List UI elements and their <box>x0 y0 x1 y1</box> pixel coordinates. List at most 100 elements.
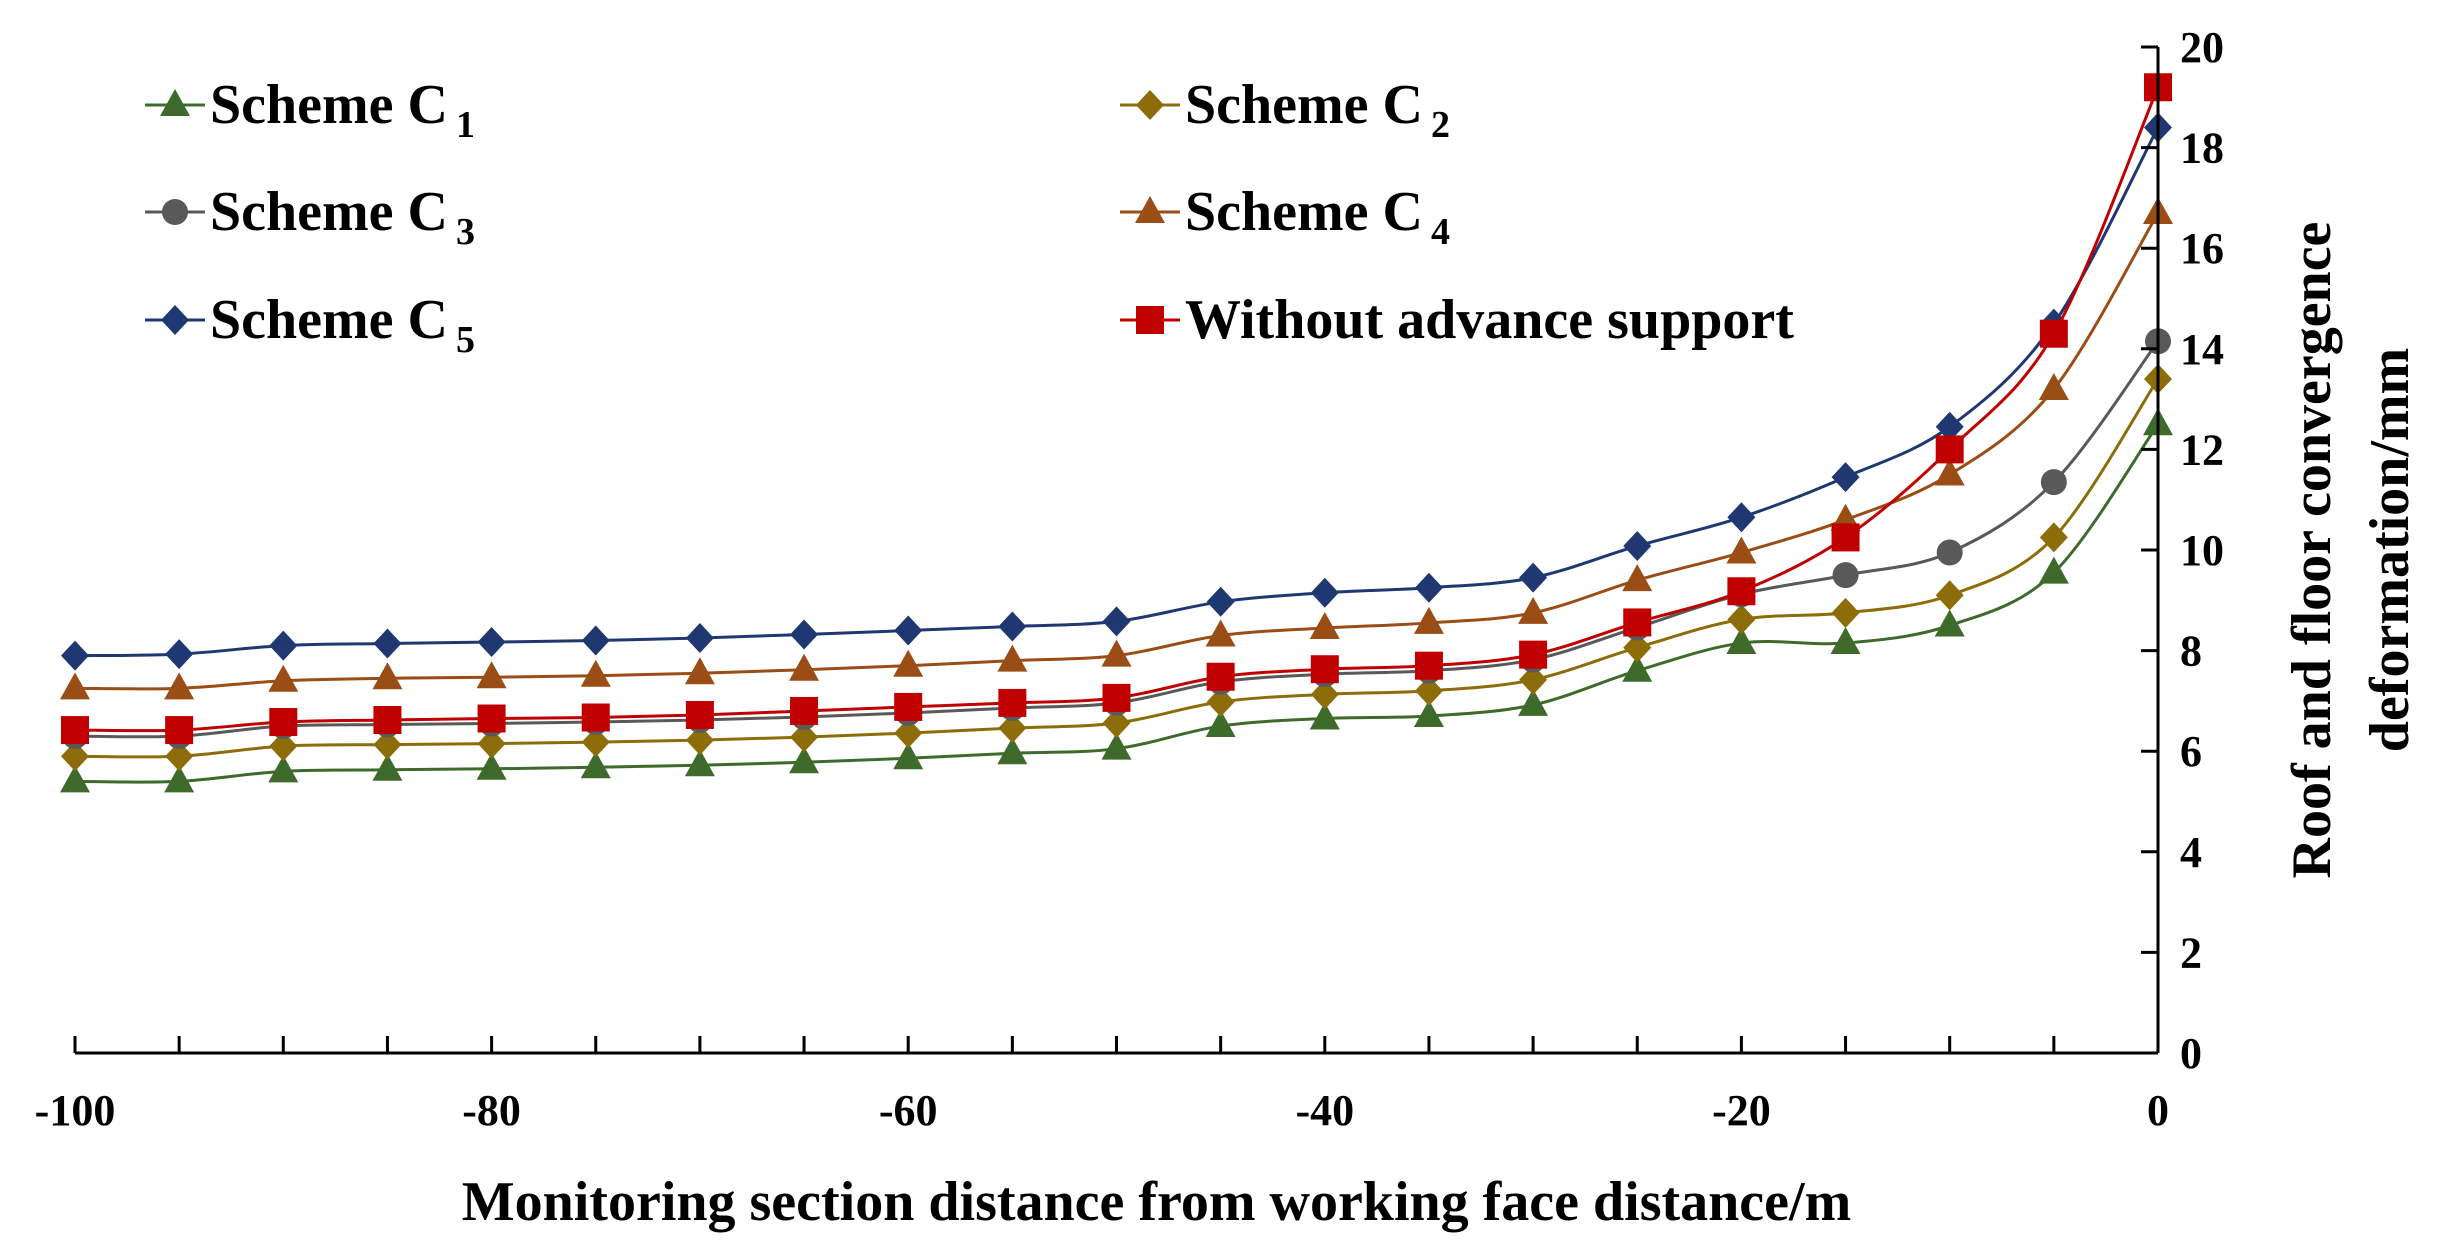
series-4-point-7 <box>684 657 715 685</box>
series-6-point-7 <box>685 700 714 729</box>
legend-marker <box>162 199 188 225</box>
series-4-point-11 <box>1101 639 1132 667</box>
y-tick-label: 18 <box>2180 124 2224 173</box>
legend-marker <box>1136 306 1164 334</box>
series-1-point-13 <box>1309 702 1340 730</box>
series-6-point-4 <box>373 706 402 735</box>
series-4-point-6 <box>580 659 611 687</box>
series-6-point-5 <box>477 704 506 733</box>
series-3-point-20 <box>2040 469 2067 496</box>
y-tick-label: 10 <box>2180 526 2224 575</box>
x-tick-label: -40 <box>1295 1086 1354 1135</box>
series-5-point-10 <box>998 611 1027 642</box>
series-1-point-18 <box>1830 627 1861 655</box>
series-1-point-16 <box>1622 654 1653 682</box>
series-4-point-2 <box>164 672 195 700</box>
legend-item-6: Without advance support <box>1120 289 1794 351</box>
series-6-point-3 <box>269 708 298 737</box>
x-tick-label: -60 <box>879 1086 938 1135</box>
series-2-point-17 <box>1727 604 1756 635</box>
series-5-point-9 <box>894 615 923 646</box>
series-1-point-6 <box>580 751 611 779</box>
series-2-point-8 <box>790 722 819 753</box>
series-2-point-16 <box>1623 632 1652 663</box>
series-1-point-9 <box>893 742 924 770</box>
series-4-point-5 <box>476 661 507 689</box>
series-6-point-14 <box>1414 651 1443 680</box>
series-5-point-14 <box>1414 572 1443 603</box>
series-2-point-10 <box>998 713 1027 744</box>
series-2-point-14 <box>1414 675 1443 706</box>
series-2-point-20 <box>2039 522 2068 553</box>
series-5-point-13 <box>1310 577 1339 608</box>
series-5-point-16 <box>1623 530 1652 561</box>
series-2-point-6 <box>581 727 610 758</box>
axis-layer: -100 -80 -60 -40 -20 00 2 4 6 8 10 12 14 16 18 20 Monito… <box>35 23 2421 1233</box>
series-1-point-1 <box>60 765 90 793</box>
series-1-point-4 <box>372 753 403 781</box>
series-layer <box>60 73 2173 793</box>
series-1-point-3 <box>268 755 299 783</box>
x-tick-label: -100 <box>35 1086 116 1135</box>
series-6-line <box>74 86 2160 733</box>
series-5-point-15 <box>1519 562 1548 593</box>
series-1-point-20 <box>2038 556 2069 584</box>
series-6-point-6 <box>581 703 610 732</box>
series-5-point-6 <box>581 625 610 656</box>
series-5-point-19 <box>1935 411 1964 442</box>
legend-label: Without advance support <box>1185 289 1794 351</box>
series-5-point-2 <box>165 639 194 670</box>
series-2-point-12 <box>1206 686 1235 717</box>
y-tick-label: 12 <box>2180 425 2224 474</box>
series-2 <box>61 363 2172 772</box>
legend-layer: Scheme C 1 Scheme C 2 Scheme C 3 Scheme C 4 Sche… <box>145 74 1794 361</box>
series-1-point-15 <box>1518 688 1549 716</box>
series-1-point-2 <box>164 765 195 793</box>
series-1-point-14 <box>1413 699 1444 727</box>
series-2-point-3 <box>269 731 298 762</box>
series-4-point-8 <box>789 653 820 681</box>
series-6-point-13 <box>1310 655 1339 684</box>
series-4-point-4 <box>372 662 403 690</box>
series-4-point-1 <box>60 672 90 700</box>
y-tick-label: 4 <box>2180 828 2202 877</box>
series-4-point-17 <box>1726 536 1757 564</box>
series-5-point-18 <box>1831 462 1860 493</box>
series-4-point-13 <box>1309 611 1340 639</box>
legend-marker <box>160 89 190 116</box>
series-1-point-19 <box>1934 609 1965 637</box>
series-6-point-15 <box>1519 640 1548 669</box>
series-4 <box>60 196 2173 700</box>
series-2-point-4 <box>373 729 402 760</box>
y-tick-label: 6 <box>2180 727 2202 776</box>
y-tick-label: 0 <box>2180 1029 2202 1078</box>
series-5-point-11 <box>1102 606 1131 637</box>
series-1-point-11 <box>1101 732 1132 760</box>
series-4-point-16 <box>1622 564 1653 592</box>
y-tick-label: 16 <box>2180 224 2224 273</box>
series-6-point-18 <box>1831 523 1860 552</box>
x-tick-label: -20 <box>1712 1086 1771 1135</box>
series-6-point-1 <box>61 716 89 745</box>
series-3-point-19 <box>1936 539 1963 566</box>
y-tick-label: 8 <box>2180 627 2202 676</box>
x-axis-title: Monitoring section distance from working… <box>462 1171 1851 1233</box>
series-4-point-3 <box>268 664 299 692</box>
series-5-point-5 <box>477 627 506 658</box>
series-6-point-8 <box>790 696 819 725</box>
series-4-point-9 <box>893 649 924 677</box>
series-2-point-13 <box>1310 679 1339 710</box>
series-5-point-4 <box>373 628 402 659</box>
series-6-point-16 <box>1623 608 1652 637</box>
series-1-point-5 <box>476 752 507 780</box>
y-axis-title-line1: Roof and floor convergence <box>2281 222 2343 879</box>
series-5-point-12 <box>1206 586 1235 617</box>
legend-marker <box>1135 196 1165 223</box>
